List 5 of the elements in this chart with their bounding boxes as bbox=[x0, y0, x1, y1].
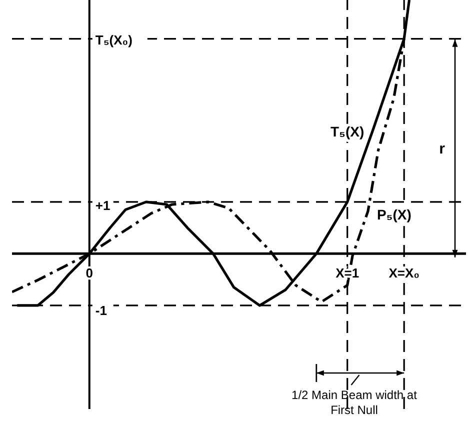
annotation: r bbox=[439, 140, 446, 158]
y-tick-label: +1 bbox=[95, 198, 110, 213]
y-tick-label: T₅(X₀) bbox=[95, 32, 132, 48]
y-tick-label: -1 bbox=[95, 302, 107, 318]
annotation: 1/2 Main Beam width at First Null bbox=[292, 388, 418, 417]
